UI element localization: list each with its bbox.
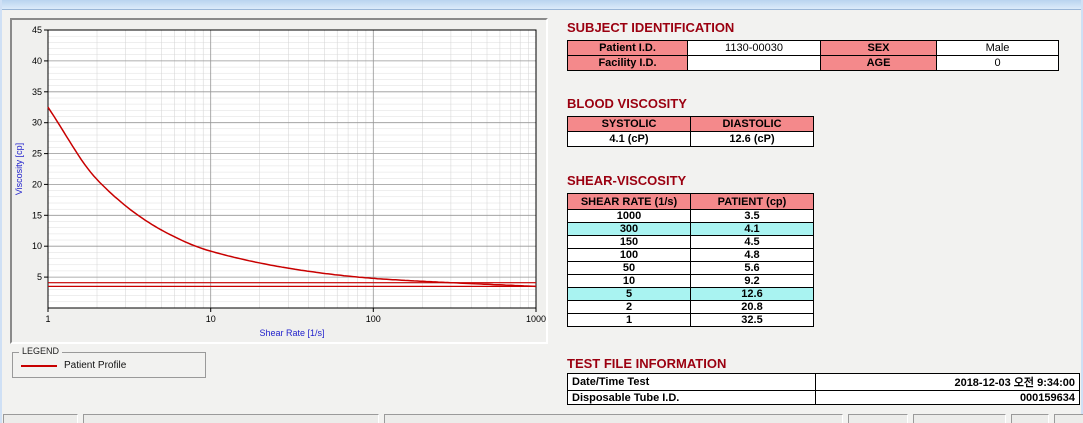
test-file-table: Date/Time Test 2018-12-03 오전 9:34:00 Dis… bbox=[567, 373, 1080, 405]
shear-row: 1 32.5 bbox=[567, 313, 814, 327]
table-row: Patient I.D. 1130-00030 SEX Male bbox=[567, 40, 1059, 56]
datetime-test-value: 2018-12-03 오전 9:34:00 bbox=[815, 373, 1080, 391]
svg-text:30: 30 bbox=[32, 118, 42, 128]
shear-row: 5 12.6 bbox=[567, 287, 814, 301]
table-row: SYSTOLIC DIASTOLIC bbox=[567, 116, 814, 132]
patient-id-value: 1130-00030 bbox=[687, 40, 821, 56]
systolic-value: 4.1 (cP) bbox=[567, 131, 691, 147]
svg-text:35: 35 bbox=[32, 87, 42, 97]
test-file-title: TEST FILE INFORMATION bbox=[567, 356, 727, 371]
window-title-strip bbox=[2, 0, 1081, 10]
shear-rate-cell: 5 bbox=[567, 287, 691, 301]
disposable-tube-id-value: 000159634 bbox=[815, 390, 1080, 405]
svg-text:10: 10 bbox=[206, 314, 216, 324]
diastolic-value: 12.6 (cP) bbox=[690, 131, 814, 147]
shear-rate-cell: 2 bbox=[567, 300, 691, 314]
blood-viscosity-table: SYSTOLIC DIASTOLIC 4.1 (cP) 12.6 (cP) bbox=[567, 116, 814, 147]
shear-row: 300 4.1 bbox=[567, 222, 814, 236]
legend-title: LEGEND bbox=[19, 346, 63, 356]
shear-value-cell: 12.6 bbox=[690, 287, 814, 301]
shear-row: 10 9.2 bbox=[567, 274, 814, 288]
shear-rate-cell: 150 bbox=[567, 235, 691, 249]
shear-rate-cell: 300 bbox=[567, 222, 691, 236]
facility-id-label: Facility I.D. bbox=[567, 55, 688, 71]
shear-row: 2 20.8 bbox=[567, 300, 814, 314]
svg-text:25: 25 bbox=[32, 149, 42, 159]
shear-row: 150 4.5 bbox=[567, 235, 814, 249]
subject-identification-section: SUBJECT IDENTIFICATION Patient I.D. 1130… bbox=[567, 20, 1080, 71]
status-segment bbox=[384, 414, 843, 423]
shear-viscosity-title: SHEAR-VISCOSITY bbox=[567, 173, 687, 188]
shear-value-cell: 4.8 bbox=[690, 248, 814, 262]
shear-rate-cell: 50 bbox=[567, 261, 691, 275]
svg-text:45: 45 bbox=[32, 25, 42, 35]
shear-rate-cell: 100 bbox=[567, 248, 691, 262]
shear-row: 100 4.8 bbox=[567, 248, 814, 262]
svg-text:Shear Rate [1/s]: Shear Rate [1/s] bbox=[259, 328, 324, 338]
chart-svg: 5 10 15 20 25 30 35 40 45 1 10 100 1000 Shear Rate [1… bbox=[14, 25, 546, 338]
status-segment bbox=[3, 414, 78, 423]
sex-label: SEX bbox=[820, 40, 937, 56]
sex-value: Male bbox=[936, 40, 1059, 56]
blood-viscosity-section: BLOOD VISCOSITY SYSTOLIC DIASTOLIC 4.1 (… bbox=[567, 96, 1080, 147]
subject-identification-table: Patient I.D. 1130-00030 SEX Male Facilit… bbox=[567, 40, 1059, 71]
shear-value-cell: 5.6 bbox=[690, 261, 814, 275]
patient-id-label: Patient I.D. bbox=[567, 40, 688, 56]
shear-value-cell: 4.1 bbox=[690, 222, 814, 236]
svg-text:1000: 1000 bbox=[526, 314, 546, 324]
blood-viscosity-title: BLOOD VISCOSITY bbox=[567, 96, 687, 111]
status-segment bbox=[83, 414, 379, 423]
svg-text:1: 1 bbox=[45, 314, 50, 324]
table-row: Disposable Tube I.D. 000159634 bbox=[567, 390, 1080, 405]
svg-text:10: 10 bbox=[32, 241, 42, 251]
datetime-test-label: Date/Time Test bbox=[567, 373, 816, 391]
legend-entry: Patient Profile bbox=[13, 353, 205, 378]
status-segment bbox=[848, 414, 908, 423]
svg-text:100: 100 bbox=[366, 314, 381, 324]
svg-text:20: 20 bbox=[32, 179, 42, 189]
shear-viscosity-section: SHEAR-VISCOSITY SHEAR RATE (1/s) PATIENT… bbox=[567, 173, 1080, 327]
status-bar bbox=[2, 414, 1083, 423]
facility-id-value bbox=[687, 55, 821, 71]
subject-identification-title: SUBJECT IDENTIFICATION bbox=[567, 20, 735, 35]
systolic-header: SYSTOLIC bbox=[567, 116, 691, 132]
table-row: SHEAR RATE (1/s) PATIENT (cp) bbox=[567, 193, 814, 210]
table-row: Date/Time Test 2018-12-03 오전 9:34:00 bbox=[567, 373, 1080, 391]
svg-text:5: 5 bbox=[37, 272, 42, 282]
patient-cp-header: PATIENT (cp) bbox=[690, 193, 814, 210]
shear-row: 50 5.6 bbox=[567, 261, 814, 275]
svg-text:40: 40 bbox=[32, 56, 42, 66]
diastolic-header: DIASTOLIC bbox=[690, 116, 814, 132]
viscosity-chart: 5 10 15 20 25 30 35 40 45 1 10 100 1000 Shear Rate [1… bbox=[12, 20, 546, 342]
shear-value-cell: 20.8 bbox=[690, 300, 814, 314]
svg-text:15: 15 bbox=[32, 210, 42, 220]
legend-entry-label: Patient Profile bbox=[64, 360, 127, 371]
table-row: Facility I.D. AGE 0 bbox=[567, 55, 1059, 71]
viscosity-chart-panel: 5 10 15 20 25 30 35 40 45 1 10 100 1000 Shear Rate [1… bbox=[10, 18, 548, 344]
shear-value-cell: 32.5 bbox=[690, 313, 814, 327]
disposable-tube-id-label: Disposable Tube I.D. bbox=[567, 390, 816, 405]
shear-value-cell: 3.5 bbox=[690, 209, 814, 223]
test-file-section: TEST FILE INFORMATION Date/Time Test 201… bbox=[567, 356, 1080, 405]
shear-value-cell: 9.2 bbox=[690, 274, 814, 288]
legend-box: LEGEND Patient Profile bbox=[12, 346, 206, 378]
status-segment bbox=[1011, 414, 1049, 423]
shear-rate-header: SHEAR RATE (1/s) bbox=[567, 193, 691, 210]
status-segment bbox=[1054, 414, 1083, 423]
shear-viscosity-table: SHEAR RATE (1/s) PATIENT (cp) 1000 3.5 3… bbox=[567, 193, 814, 327]
shear-row: 1000 3.5 bbox=[567, 209, 814, 223]
age-label: AGE bbox=[820, 55, 937, 71]
shear-rate-cell: 1000 bbox=[567, 209, 691, 223]
shear-value-cell: 4.5 bbox=[690, 235, 814, 249]
age-value: 0 bbox=[936, 55, 1059, 71]
table-row: 4.1 (cP) 12.6 (cP) bbox=[567, 131, 814, 147]
svg-text:Viscosity [cp]: Viscosity [cp] bbox=[14, 143, 24, 195]
shear-rate-cell: 10 bbox=[567, 274, 691, 288]
shear-rate-cell: 1 bbox=[567, 313, 691, 327]
patient-profile-line-swatch bbox=[21, 364, 57, 367]
status-segment bbox=[913, 414, 1006, 423]
report-panel: SUBJECT IDENTIFICATION Patient I.D. 1130… bbox=[567, 0, 1080, 423]
